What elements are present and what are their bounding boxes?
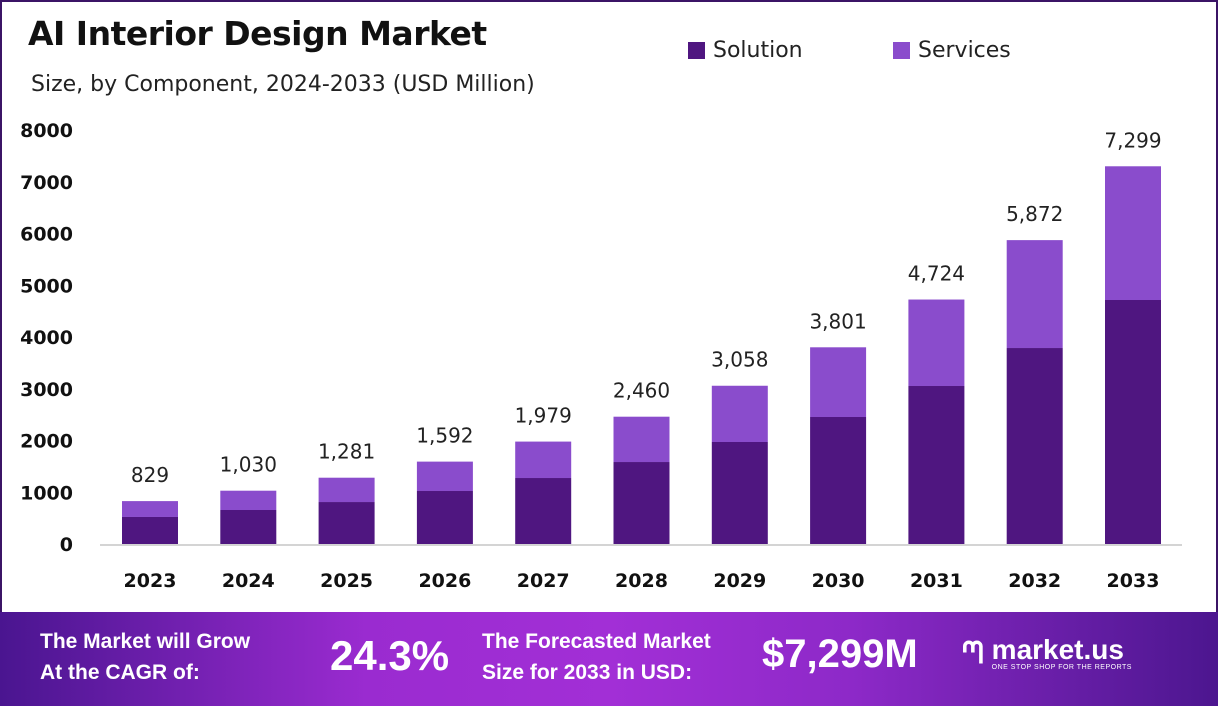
data-label-total-2030: 3,801	[809, 309, 866, 333]
bar-solution-2033	[1105, 299, 1161, 544]
data-label-total-2031: 4,724	[908, 262, 965, 286]
logo-mark-icon: ᘉ	[962, 636, 984, 670]
bar-services-2023	[122, 501, 178, 517]
x-tick-label: 2024	[222, 570, 275, 592]
data-label-total-2027: 1,979	[515, 404, 572, 428]
x-tick-label: 2033	[1107, 570, 1160, 592]
data-label-total-2023: 829	[131, 463, 169, 487]
data-label-total-2024: 1,030	[220, 453, 277, 477]
bar-services-2029	[711, 385, 768, 443]
forecast-label-line1: The Forecasted Market	[482, 630, 711, 653]
x-tick-label: 2032	[1008, 570, 1061, 592]
y-tick-label: 2000	[20, 431, 73, 453]
y-tick-label: 6000	[20, 224, 73, 246]
bar-solution-2025	[318, 502, 375, 544]
forecast-label: The Forecasted Market Size for 2033 in U…	[482, 626, 711, 688]
bar-solution-2031	[908, 386, 965, 544]
data-label-total-2028: 2,460	[613, 379, 670, 403]
y-tick-label: 5000	[20, 275, 73, 297]
bar-solution-2027	[515, 478, 572, 544]
bar-services-2025	[318, 477, 375, 503]
cagr-label-line2: At the CAGR of:	[40, 661, 200, 684]
y-tick-label: 7000	[20, 172, 73, 194]
bar-solution-2030	[810, 417, 867, 544]
chart-title: AI Interior Design Market	[28, 14, 487, 53]
cagr-label: The Market will Grow At the CAGR of:	[40, 626, 250, 688]
legend-item-solution: Solution	[688, 38, 803, 63]
x-tick-label: 2031	[910, 570, 963, 592]
legend-item-services: Services	[893, 38, 1011, 63]
x-tick-label: 2026	[418, 570, 471, 592]
x-tick-label: 2023	[124, 570, 177, 592]
y-tick-label: 1000	[20, 482, 73, 504]
bar-chart: 0 1000 2000 3000 4000 5000 6000 7000 8000 829 2023…	[20, 120, 1182, 592]
y-tick-label: 0	[60, 534, 73, 556]
forecast-label-line2: Size for 2033 in USD:	[482, 661, 693, 684]
y-tick-label: 8000	[20, 120, 73, 142]
data-label-total-2029: 3,058	[711, 348, 768, 372]
bar-solution-2026	[416, 491, 473, 544]
x-tick-label: 2029	[713, 570, 766, 592]
bar-services-2024	[220, 490, 277, 511]
chart-subtitle: Size, by Component, 2024-2033 (USD Milli…	[31, 72, 535, 97]
data-label-total-2025: 1,281	[318, 440, 375, 464]
data-label-total-2026: 1,592	[416, 424, 473, 448]
bar-solution-2032	[1006, 348, 1063, 544]
x-tick-label: 2028	[615, 570, 668, 592]
logo-tagline: ONE STOP SHOP FOR THE REPORTS	[991, 664, 1132, 671]
x-tick-label: 2030	[812, 570, 865, 592]
y-tick-label: 3000	[20, 379, 73, 401]
forecast-value: $7,299M	[762, 632, 918, 676]
x-tick-label: 2025	[320, 570, 373, 592]
bar-services-2028	[613, 416, 670, 463]
bar-services-2027	[515, 441, 572, 479]
cagr-value: 24.3%	[330, 632, 450, 679]
marketus-logo: ᘉ market.us ONE STOP SHOP FOR THE REPORT…	[962, 634, 1132, 672]
bar-solution-2029	[711, 442, 768, 544]
y-tick-label: 4000	[20, 327, 73, 349]
bar-services-2026	[416, 461, 473, 492]
legend-swatch-services	[893, 42, 910, 59]
bar-solution-2024	[220, 510, 277, 544]
bar-services-2031	[908, 299, 965, 387]
data-label-total-2032: 5,872	[1006, 202, 1063, 226]
x-tick-label: 2027	[517, 570, 570, 592]
legend-label-services: Services	[918, 38, 1011, 63]
footer-banner: The Market will Grow At the CAGR of: 24.…	[0, 612, 1218, 706]
bar-services-2030	[810, 347, 867, 418]
bar-solution-2028	[613, 462, 670, 544]
legend-label-solution: Solution	[713, 38, 803, 63]
logo-name: market.us	[991, 634, 1124, 665]
data-label-total-2033: 7,299	[1104, 128, 1161, 152]
legend-swatch-solution	[688, 42, 705, 59]
bar-services-2032	[1006, 240, 1063, 349]
cagr-label-line1: The Market will Grow	[40, 630, 251, 653]
bar-services-2033	[1105, 166, 1161, 300]
bar-solution-2023	[122, 516, 178, 544]
